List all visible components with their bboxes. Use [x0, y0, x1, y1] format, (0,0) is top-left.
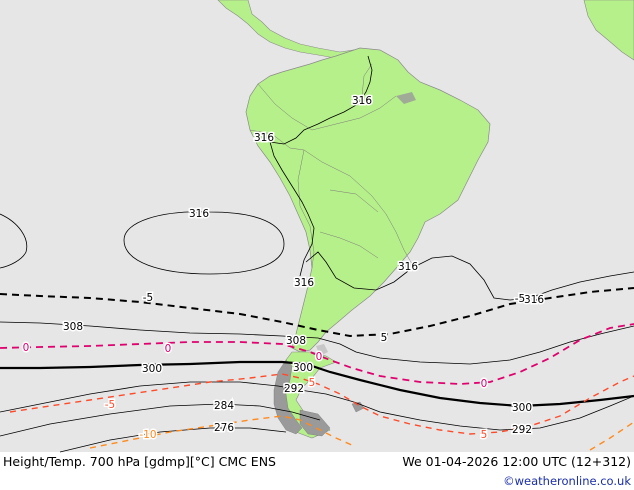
temp-label-5-patagonia: 5 — [309, 377, 316, 389]
height-label-316-andes: 316 — [294, 277, 314, 289]
height-label-300-patagonia: 300 — [293, 362, 313, 374]
temp-label-0-mid: 0 — [165, 343, 172, 355]
land-masked-andes — [316, 344, 328, 356]
footer-title: Height/Temp. 700 hPa [gdmp][°C] CMC ENS — [3, 454, 276, 469]
land-masked-patagonia — [273, 359, 303, 435]
height-label-316-pacific: 316 — [189, 208, 209, 220]
height-label-292-east: 292 — [512, 424, 532, 436]
temp-label-5-southeast: 5 — [481, 429, 488, 441]
temp-label-5-east: 5 — [381, 332, 388, 344]
contour-300-thick — [0, 360, 634, 408]
contour-292 — [0, 381, 634, 431]
contour-labels: 316 316 316 316 316 316 308 308 300 300 300 292 292 2… — [21, 94, 546, 443]
height-label-292-patagonia: 292 — [284, 383, 304, 395]
isotherm-minus10-orange-east — [589, 421, 634, 451]
footer-credit[interactable]: ©weatheronline.co.uk — [503, 474, 631, 488]
temp-label-0-west: 0 — [23, 342, 30, 354]
contour-316-left-edge — [0, 213, 28, 269]
land-masked-venezuela — [396, 92, 416, 104]
height-label-308-patagonia: 308 — [286, 335, 306, 347]
country-borders — [249, 63, 413, 269]
temp-label-minus5-mid: -5 — [515, 293, 525, 305]
isotherm-minus5-black-dashed — [0, 287, 634, 338]
temp-label-minus5-south: -5 — [105, 399, 115, 411]
height-label-316-atlantic: 316 — [524, 294, 544, 306]
height-label-308-west: 308 — [63, 321, 83, 333]
height-label-316-amazon: 316 — [352, 95, 372, 107]
contour-284 — [0, 403, 321, 437]
footer-background — [0, 452, 634, 490]
height-label-300-east: 300 — [512, 402, 532, 414]
temp-label-0-patagonia: 0 — [316, 351, 323, 363]
temp-label-minus5-west: -5 — [143, 292, 153, 304]
height-label-316-peru: 316 — [254, 132, 274, 144]
contour-316-andes — [269, 141, 315, 277]
isotherm-minus5-red — [9, 373, 634, 435]
contour-316-pacific-high — [123, 211, 285, 275]
contour-316-atlantic — [305, 251, 634, 301]
height-label-316-uruguay: 316 — [398, 261, 418, 273]
contour-276 — [59, 427, 287, 453]
land-africa — [583, 0, 634, 61]
footer-datetime: We 01-04-2026 12:00 UTC (12+312) — [402, 454, 631, 469]
height-contours — [0, 55, 634, 453]
height-label-300-west: 300 — [142, 363, 162, 375]
height-label-284: 284 — [214, 400, 234, 412]
height-label-276: 276 — [214, 422, 234, 434]
contour-316-amazon — [269, 55, 373, 145]
temp-label-minus10: -10 — [139, 429, 156, 441]
temp-label-0-east: 0 — [481, 378, 488, 390]
contour-308 — [0, 321, 634, 365]
isotherm-minus10-orange — [89, 415, 355, 449]
